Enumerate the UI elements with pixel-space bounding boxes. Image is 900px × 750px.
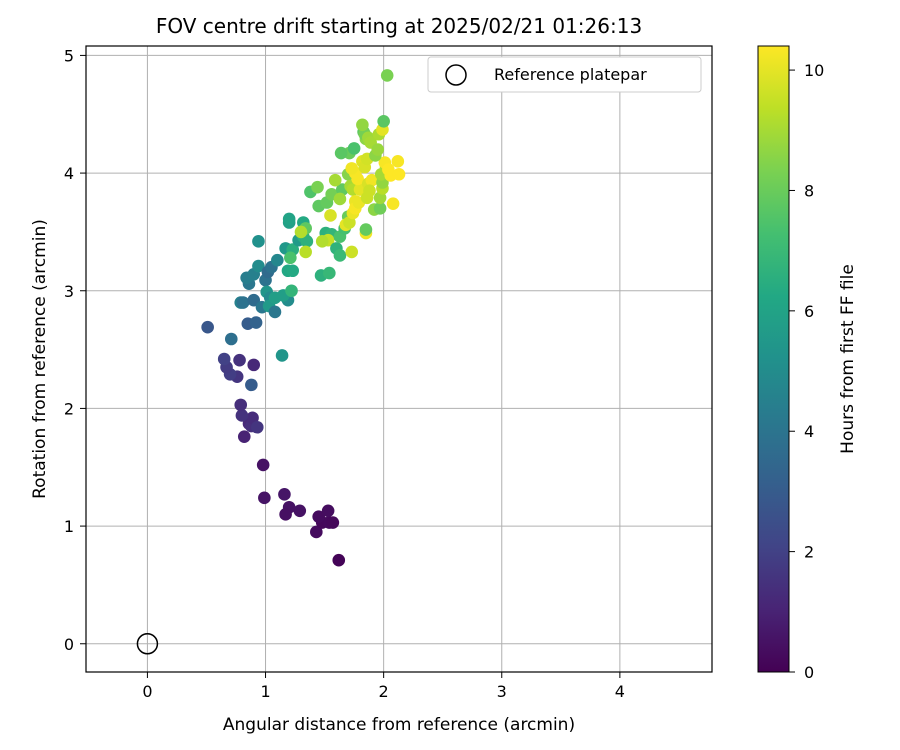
legend-box xyxy=(427,56,702,93)
scatter-point xyxy=(235,409,249,422)
scatter-point xyxy=(311,180,324,194)
chart-title: FOV centre drift starting at 2025/02/21 … xyxy=(156,14,642,38)
scatter-point xyxy=(250,420,264,434)
scatter-point xyxy=(333,192,347,206)
scatter-point xyxy=(285,284,298,298)
scatter-point xyxy=(321,504,335,518)
scatter-point xyxy=(373,202,387,215)
colorbar-tick-label: 8 xyxy=(804,181,814,200)
scatter-point xyxy=(310,525,323,539)
scatter-point xyxy=(233,353,246,367)
scatter-point xyxy=(234,398,248,412)
scatter-point xyxy=(392,167,406,181)
y-axis: 0 1 2 3 4 5 xyxy=(64,46,86,654)
scatter-point xyxy=(373,191,387,205)
scatter-point xyxy=(380,69,394,82)
scatter-point xyxy=(249,316,263,329)
scatter-point xyxy=(312,510,325,523)
colorbar-label: Hours from first FF file xyxy=(838,264,858,454)
scatter-point xyxy=(256,458,270,472)
scatter-point xyxy=(299,245,312,259)
scatter-point xyxy=(258,491,271,505)
colorbar-tick-label: 0 xyxy=(804,663,814,682)
colorbar-tick-label: 2 xyxy=(804,543,814,562)
x-axis-label: Angular distance from reference (arcmin) xyxy=(223,715,575,735)
x-tick-label: 0 xyxy=(142,682,152,701)
scatter-point xyxy=(252,259,265,273)
scatter-point xyxy=(328,173,342,187)
scatter-point xyxy=(293,504,307,518)
scatter-point xyxy=(332,553,346,567)
scatter-point xyxy=(360,191,374,205)
scatter-point xyxy=(245,378,258,392)
y-tick-label: 5 xyxy=(64,46,74,65)
scatter-point xyxy=(236,296,250,309)
x-tick-label: 2 xyxy=(379,682,389,701)
scatter-point xyxy=(282,212,296,226)
plot-frame xyxy=(85,45,713,673)
scatter-point xyxy=(377,115,390,128)
scatter-point xyxy=(345,162,359,175)
scatter-point xyxy=(334,146,348,160)
plot-grid xyxy=(86,46,712,672)
scatter-point xyxy=(286,264,299,278)
scatter-point xyxy=(300,235,314,248)
scatter-point xyxy=(284,251,297,265)
scatter-point xyxy=(252,235,265,248)
y-axis-label: Rotation from reference (arcmin) xyxy=(30,219,50,499)
scatter-point xyxy=(326,516,340,529)
x-tick-label: 1 xyxy=(260,682,270,701)
scatter-point xyxy=(294,225,308,239)
y-tick-label: 1 xyxy=(64,517,74,536)
scatter-points xyxy=(201,69,406,567)
scatter-point xyxy=(279,508,292,521)
colorbar: 0 2 4 6 8 10 Hours from first FF file xyxy=(757,45,858,682)
legend-marker xyxy=(445,64,467,86)
x-axis: 0 1 2 3 4 xyxy=(142,672,625,701)
scatter-point xyxy=(365,173,379,187)
scatter-point xyxy=(246,411,259,425)
scatter-point xyxy=(275,349,289,362)
scatter-point xyxy=(333,249,347,262)
colorbar-tick-label: 6 xyxy=(804,302,814,321)
scatter-point xyxy=(323,266,336,280)
scatter-point xyxy=(268,305,282,319)
scatter-point xyxy=(315,235,329,248)
scatter-point xyxy=(278,488,291,501)
scatter-point xyxy=(224,332,238,346)
scatter-point xyxy=(217,352,231,366)
y-tick-label: 3 xyxy=(64,282,74,301)
colorbar-tick-label: 4 xyxy=(804,422,814,441)
scatter-point xyxy=(391,155,405,168)
scatter-point xyxy=(347,142,361,155)
x-tick-label: 4 xyxy=(615,682,625,701)
scatter-point xyxy=(201,320,214,334)
scatter-point xyxy=(271,253,284,267)
colorbar-gradient xyxy=(757,45,790,673)
scatter-point xyxy=(371,143,385,156)
scatter-point xyxy=(359,223,373,236)
x-tick-label: 3 xyxy=(497,682,507,701)
colorbar-ticks: 0 2 4 6 8 10 xyxy=(789,61,824,682)
legend: Reference platepar xyxy=(427,56,702,93)
scatter-point xyxy=(345,245,359,259)
legend-label: Reference platepar xyxy=(494,65,647,84)
scatter-point xyxy=(356,118,369,132)
reference-point xyxy=(136,633,159,655)
y-tick-label: 0 xyxy=(64,635,74,654)
y-tick-label: 2 xyxy=(64,399,74,418)
scatter-point xyxy=(386,197,400,210)
scatter-point xyxy=(324,209,337,222)
scatter-point xyxy=(247,293,261,307)
y-tick-label: 4 xyxy=(64,164,74,183)
colorbar-tick-label: 10 xyxy=(804,61,824,80)
scatter-point xyxy=(247,358,261,372)
scatter-point xyxy=(237,430,251,443)
